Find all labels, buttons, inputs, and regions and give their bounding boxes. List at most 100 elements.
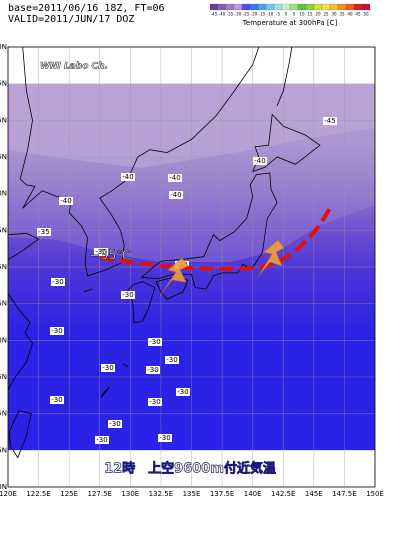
contour-label-box — [148, 338, 162, 346]
colorbar-swatch — [353, 3, 363, 11]
contour-label-box — [148, 398, 162, 406]
colorbar-label: -10 — [267, 12, 274, 17]
lon-label: 120E — [0, 490, 17, 498]
contour-label-box — [94, 248, 108, 256]
lon-label: 132.5E — [149, 490, 173, 498]
lon-label: 130E — [121, 490, 139, 498]
colorbar-swatch — [265, 3, 275, 11]
colorbar-label: -40 — [219, 12, 226, 17]
arrow — [257, 239, 285, 278]
contour-label: -30 — [52, 278, 63, 286]
lat-label: 50N — [0, 43, 7, 51]
colorbar-label: -45 — [211, 12, 218, 17]
contour-label-box — [253, 157, 267, 165]
contour-label: -40 — [170, 191, 181, 199]
colorbar-label: 40 — [347, 12, 353, 17]
contour-label-box — [50, 327, 64, 335]
lat-label: 37.5N — [0, 226, 7, 234]
caption: 12時 上空9600m付近気温 — [104, 461, 276, 477]
colorbar-swatch — [313, 3, 323, 11]
lon-label: 142.5E — [271, 490, 295, 498]
contour-label: -30 — [149, 398, 160, 406]
lat-label: 47.5N — [0, 80, 7, 88]
colorbar-swatch — [241, 3, 251, 11]
contour-label: -30 — [102, 364, 113, 372]
contour-label-box — [169, 191, 183, 199]
coastline — [7, 232, 40, 261]
lon-label: 127.5E — [88, 490, 112, 498]
contour-label-box — [37, 228, 51, 236]
lon-label: 140E — [244, 490, 262, 498]
coastline — [252, 113, 321, 173]
colorbar-swatch — [209, 3, 219, 11]
logo: WNI Labo Ch. — [40, 62, 108, 72]
lon-label: 125E — [60, 490, 78, 498]
contour-label: -40 — [254, 157, 265, 165]
contour-label: -40 — [122, 173, 133, 181]
contour-label: -30 — [159, 434, 170, 442]
colorbar-label: 50 — [363, 12, 369, 17]
annotation: −35℃ — [89, 249, 131, 264]
colorbar-swatch — [329, 3, 339, 11]
contour-label: -30 — [147, 366, 158, 374]
colorbar-label: -15 — [259, 12, 266, 17]
colorbar-label: 45 — [355, 12, 361, 17]
contour-label-box — [95, 436, 109, 444]
lat-label: 25N — [0, 410, 7, 418]
coastline — [122, 363, 129, 368]
contour-labels: -45-40-40 -40-40-40-35-30-30-30-30-30-30-… — [37, 117, 337, 444]
colorbar-label: 15 — [307, 12, 313, 17]
contour-label-box — [168, 174, 182, 182]
contour-label-box — [121, 291, 135, 299]
colorbar-swatch — [289, 3, 299, 11]
contour-label: -30 — [122, 291, 133, 299]
lon-label: 137.5E — [210, 490, 234, 498]
lat-label: 35N — [0, 263, 7, 271]
coastline — [83, 288, 93, 293]
colorbar-label: 5 — [293, 12, 296, 17]
contour-label-box — [108, 420, 122, 428]
lat-label: 20N — [0, 483, 7, 491]
colorbar-swatch — [233, 3, 243, 11]
lon-label: 135E — [183, 490, 201, 498]
lat-label: 42.5N — [0, 153, 7, 161]
colorbar-label: -25 — [243, 12, 250, 17]
colorbar-label: -35 — [227, 12, 234, 17]
contour-label: -30 — [109, 420, 120, 428]
coastlines — [7, 46, 321, 459]
colorbar-swatch — [297, 3, 307, 11]
colorbar-swatch — [217, 3, 227, 11]
lat-label: 45N — [0, 116, 7, 124]
contour-label-box — [176, 388, 190, 396]
colorbar-swatch — [257, 3, 267, 11]
coastline — [7, 293, 33, 391]
contour-label-box — [50, 396, 64, 404]
lat-label: 32.5N — [0, 300, 7, 308]
contour-label: -30 — [51, 327, 62, 335]
contour-label-box — [165, 356, 179, 364]
colorbar-label: 10 — [299, 12, 305, 17]
contour-label-box — [121, 173, 135, 181]
coastline — [276, 46, 293, 106]
base-time: base=2011/06/16 18Z, FT=06 — [8, 3, 165, 14]
colorbar-title: Temperature at 300hPa [C] — [242, 19, 338, 27]
colorbar-label: 30 — [331, 12, 337, 17]
lon-label: 122.5E — [26, 490, 50, 498]
lat-label: 40N — [0, 190, 7, 198]
contour-label: -30 — [51, 396, 62, 404]
contour-label-box — [51, 278, 65, 286]
contour-label: -30 — [177, 388, 188, 396]
lon-label: 145E — [305, 490, 323, 498]
contour-label-box — [146, 366, 160, 374]
contour-label: -35 — [38, 228, 49, 236]
frame — [7, 46, 376, 488]
contour-label: -30 — [95, 248, 106, 256]
front-line — [99, 207, 332, 271]
lat-label: 27.5N — [0, 373, 7, 381]
axis-labels: 50N 47.5N 45N 42.5N 40N 37.5N 35N 32.5N 30N 27.5N… — [0, 43, 384, 498]
contour-label-box — [323, 117, 337, 125]
colorbar-label: -20 — [251, 12, 258, 17]
colorbar: -45 -40 -35 -30 -25 -20 -15 -10 -5 0 5 10 15 20 25 30 35… — [209, 3, 371, 17]
colorbar-label: 0 — [285, 12, 288, 17]
